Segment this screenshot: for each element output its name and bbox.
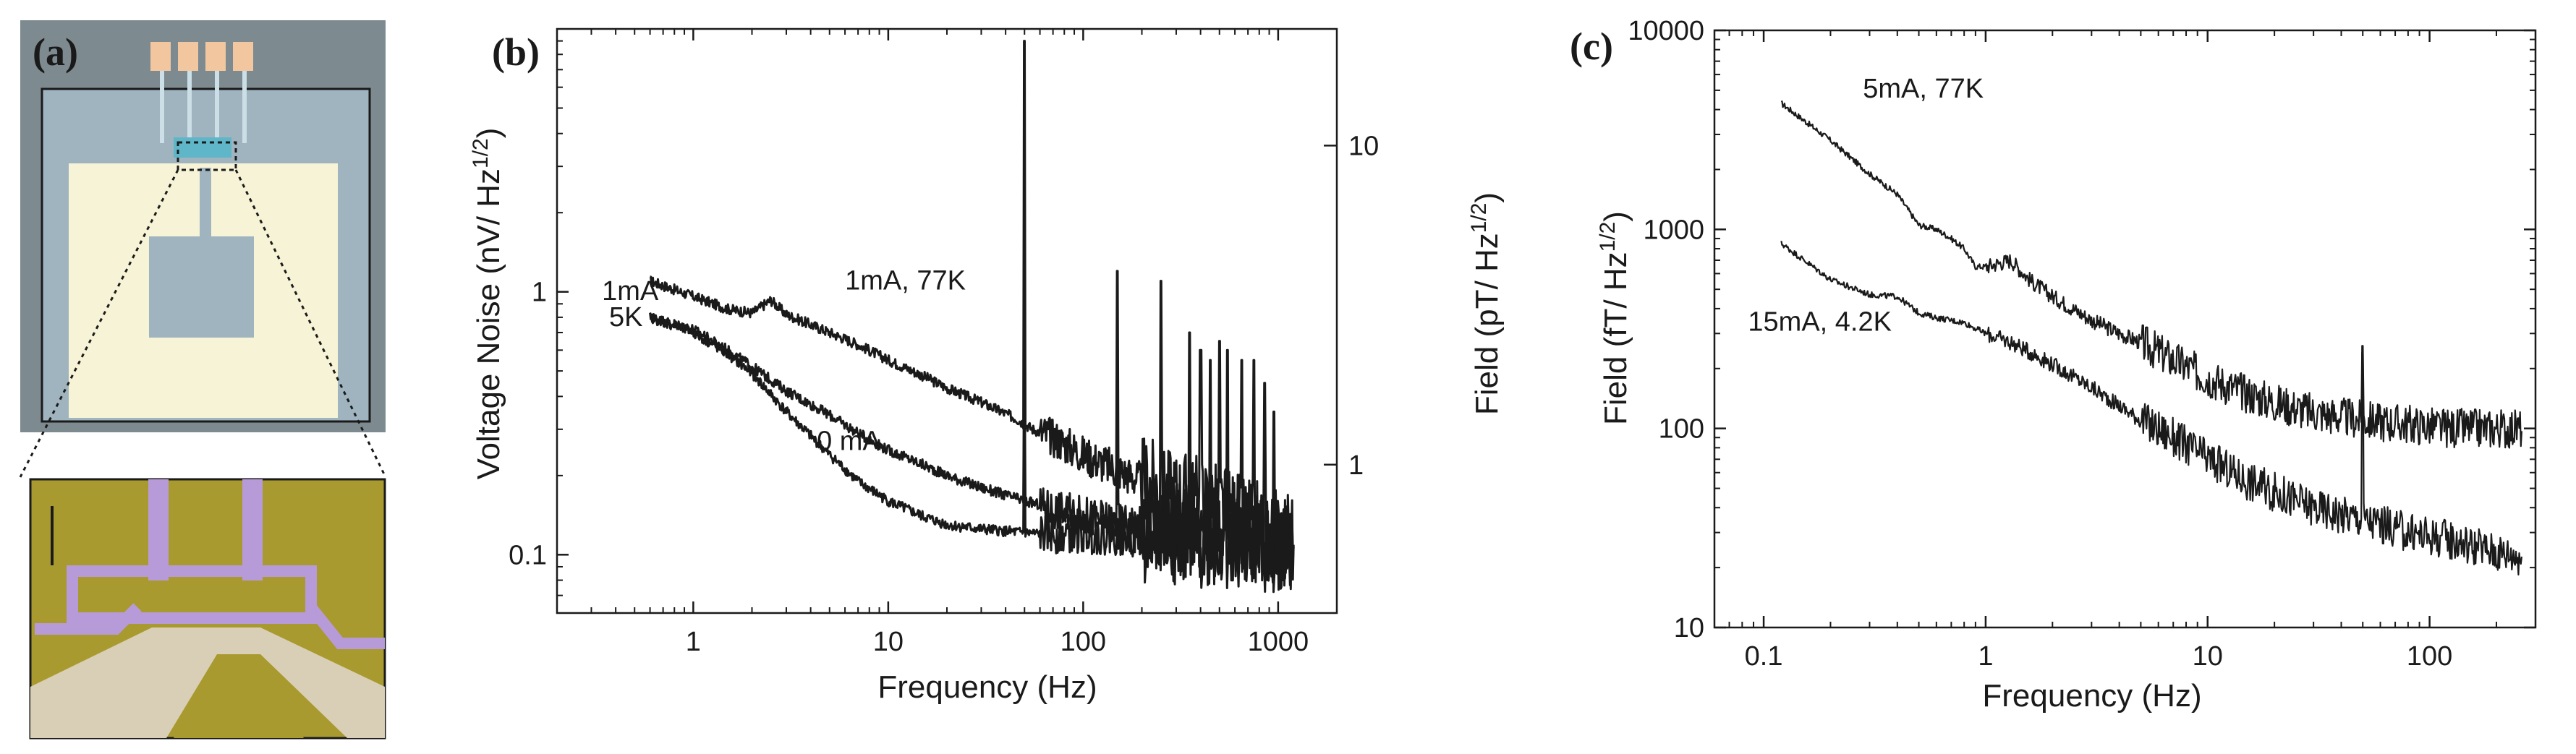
axes-frame xyxy=(1713,29,2537,629)
plot-area: 0.1 1 10 100 10 100 1000 10000 5mA, 77K 15mA, 4.2… xyxy=(1628,16,2537,672)
lead-1 xyxy=(160,71,164,143)
x-tick-label: 10 xyxy=(873,627,904,657)
y-tick-label: 1 xyxy=(532,278,547,308)
chip-schematic xyxy=(19,20,387,478)
y-tick-label: 10 xyxy=(1674,613,1704,643)
series-line-2 xyxy=(649,312,1295,594)
contact-pad-2 xyxy=(178,42,198,71)
series-line-1 xyxy=(1780,241,2522,576)
y-axis-label-right: Field (pT/ Hz1/2) xyxy=(1467,192,1505,415)
y-tick-label: 10000 xyxy=(1628,16,1704,46)
micro-lead-right xyxy=(242,479,263,581)
micro-gap xyxy=(30,627,385,738)
lead-2 xyxy=(187,71,192,143)
panel-label-b: (b) xyxy=(492,30,540,74)
y-axis-label: Voltage Noise (nV/ Hz1/2) xyxy=(469,128,506,480)
x-tick-label: 1 xyxy=(686,627,701,657)
micro-loop xyxy=(35,565,385,649)
annotation: 1mA, 77K xyxy=(845,266,966,296)
zoom-line-left xyxy=(19,169,179,478)
y-axis-label: Field (fT/ Hz1/2) xyxy=(1596,211,1633,425)
annotation: 15mA, 4.2K xyxy=(1748,307,1892,337)
y-right-tick-label: 10 xyxy=(1348,131,1379,161)
series-line-1 xyxy=(649,312,1295,591)
panel-label-a: (a) xyxy=(33,30,78,74)
annotation: 5mA, 77K xyxy=(1863,74,1984,104)
x-tick-label: 0.1 xyxy=(1745,641,1783,672)
panel-a-device-illustration: (a) xyxy=(19,20,387,740)
y-tick-label: 1000 xyxy=(1643,215,1704,245)
x-tick-label: 10 xyxy=(2193,641,2223,672)
zoom-box xyxy=(177,141,237,171)
panel-c-field-noise-chart: (c) 0.1 1 10 100 10 100 1000 10000 5mA, 77K 15mA,… xyxy=(1570,16,2537,714)
pickup-loop-hole xyxy=(149,236,254,338)
contact-pad-3 xyxy=(205,42,226,71)
x-axis-label: Frequency (Hz) xyxy=(1982,678,2201,714)
series-line-0 xyxy=(1780,100,2522,449)
y-tick-label: 100 xyxy=(1659,414,1704,445)
annotation: 0 mA xyxy=(817,427,881,457)
x-tick-label: 100 xyxy=(2407,641,2452,672)
x-tick-label: 1000 xyxy=(1248,627,1309,657)
slit xyxy=(200,168,211,239)
micro-lead-left xyxy=(148,479,169,581)
lead-3 xyxy=(215,71,219,143)
micrograph xyxy=(29,478,386,740)
x-tick-label: 1 xyxy=(1978,641,1993,672)
lead-4 xyxy=(242,71,247,143)
panel-label-c: (c) xyxy=(1570,25,1613,68)
y-tick-label: 0.1 xyxy=(509,540,547,570)
micro-slit xyxy=(174,654,304,738)
contact-pad-4 xyxy=(233,42,253,71)
x-tick-label: 100 xyxy=(1060,627,1106,657)
contact-pad-1 xyxy=(150,42,171,71)
annotation: 5K xyxy=(609,302,642,333)
squid-region xyxy=(174,137,231,158)
x-axis-label: Frequency (Hz) xyxy=(877,669,1097,705)
annotation: 1mA xyxy=(602,276,659,307)
y-right-tick-label: 1 xyxy=(1348,450,1364,481)
zoom-line-right xyxy=(234,169,387,478)
